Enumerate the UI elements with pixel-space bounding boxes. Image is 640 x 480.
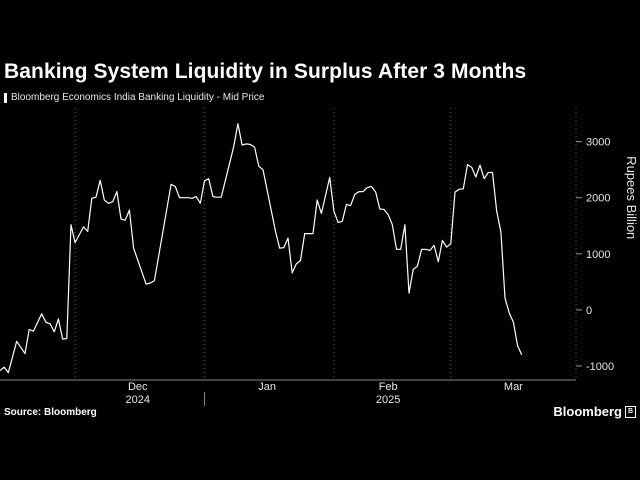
x-tick-label: Jan [258, 381, 276, 393]
chart-title: Banking System Liquidity in Surplus Afte… [4, 60, 527, 83]
bloomberg-badge-icon: B [625, 405, 636, 418]
y-tick-label: 1000 [586, 249, 610, 261]
x-year-label: 2025 [376, 394, 400, 406]
y-tick-label: 2000 [586, 193, 610, 205]
y-axis-title: Rupees Billion [624, 156, 639, 239]
source-note: Source: Bloomberg [4, 407, 97, 418]
y-tick-label: 0 [586, 305, 592, 317]
legend: Bloomberg Economics India Banking Liquid… [4, 92, 264, 103]
x-tick-label: Mar [504, 381, 523, 393]
brand-label: Bloomberg [553, 404, 622, 419]
legend-swatch [4, 92, 7, 103]
x-tick-label: Dec [128, 381, 148, 393]
y-tick-label: 3000 [586, 137, 610, 149]
series-line [0, 123, 523, 374]
x-year-label: 2024 [125, 394, 149, 406]
y-tick-label: -1000 [586, 361, 614, 373]
bloomberg-logo: Bloomberg B [553, 404, 636, 419]
legend-label: Bloomberg Economics India Banking Liquid… [11, 92, 265, 103]
x-tick-label: Feb [379, 381, 398, 393]
